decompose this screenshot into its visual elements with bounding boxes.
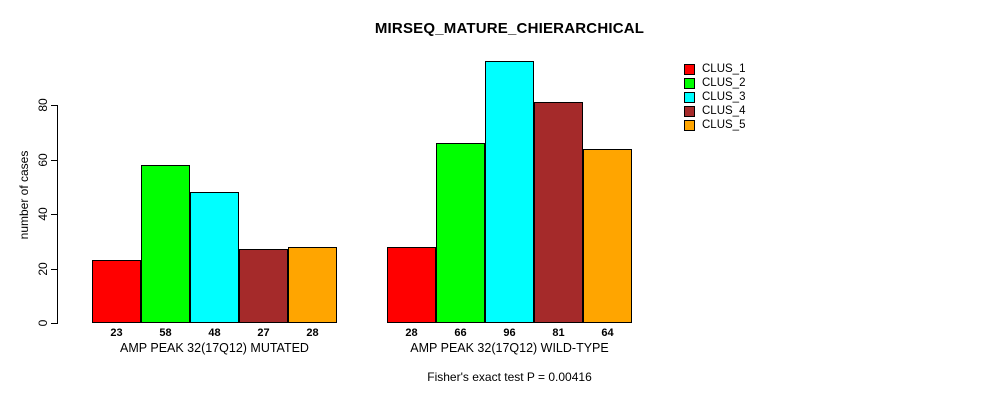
bar-value-label: 96 [503,327,516,339]
y-tick-label: 80 [36,98,50,112]
bar-value-label: 28 [306,327,319,339]
bar-CLUS_1-group1 [92,260,141,323]
bar-CLUS_3-group1 [190,192,239,323]
bar-CLUS_4-group2 [534,102,583,323]
bar-value-label: 66 [454,327,467,339]
bar-CLUS_5-group2 [583,149,632,323]
y-tick-mark [51,268,57,270]
chart-title: MIRSEQ_MATURE_CHIERARCHICAL [374,20,645,37]
legend-item-CLUS_4: CLUS_4 [684,104,745,118]
bar-value-label: 28 [405,327,418,339]
legend-label: CLUS_2 [702,77,746,89]
legend-swatch-CLUS_4 [684,105,695,117]
y-tick-label: 0 [36,319,50,327]
legend-item-CLUS_2: CLUS_2 [684,76,745,90]
bar-value-label: 58 [159,327,172,339]
y-axis-line [57,105,58,324]
y-axis-label: number of cases [17,150,31,240]
legend-swatch-CLUS_2 [684,77,695,89]
y-tick-label: 60 [36,152,50,167]
bar-CLUS_5-group1 [288,247,337,323]
statistics-caption: Fisher's exact test P = 0.00416 [427,370,592,384]
legend-swatch-CLUS_1 [684,63,695,75]
bar-CLUS_2-group1 [141,165,190,323]
y-tick-mark [51,105,57,106]
legend-item-CLUS_3: CLUS_3 [684,90,745,104]
legend-item-CLUS_1: CLUS_1 [684,62,745,76]
y-tick-mark [51,323,57,324]
bar-CLUS_2-group2 [436,143,485,323]
y-tick-mark [51,159,57,161]
y-tick-label: 20 [36,261,50,276]
y-tick-mark [51,214,57,215]
bar-value-label: 64 [601,327,614,339]
legend: CLUS_1 CLUS_2 CLUS_3 CLUS_4 CLUS_5 [684,62,745,132]
legend-swatch-CLUS_5 [684,119,695,131]
legend-label: CLUS_4 [702,105,746,117]
x-group-label: AMP PEAK 32(17Q12) MUTATED [120,341,309,355]
bar-CLUS_3-group2 [485,61,534,323]
bar-value-label: 48 [208,327,221,339]
bar-value-label: 81 [552,327,565,339]
legend-item-CLUS_5: CLUS_5 [684,118,745,132]
bar-CLUS_4-group1 [239,249,288,323]
y-tick-label: 40 [36,207,50,221]
bar-value-label: 27 [257,327,270,339]
legend-swatch-CLUS_3 [684,91,695,103]
x-group-label: AMP PEAK 32(17Q12) WILD-TYPE [410,341,609,355]
bar-CLUS_1-group2 [387,247,436,323]
legend-label: CLUS_1 [702,63,746,75]
legend-label: CLUS_5 [702,119,746,131]
bar-value-label: 23 [110,327,123,339]
legend-label: CLUS_3 [702,91,746,103]
